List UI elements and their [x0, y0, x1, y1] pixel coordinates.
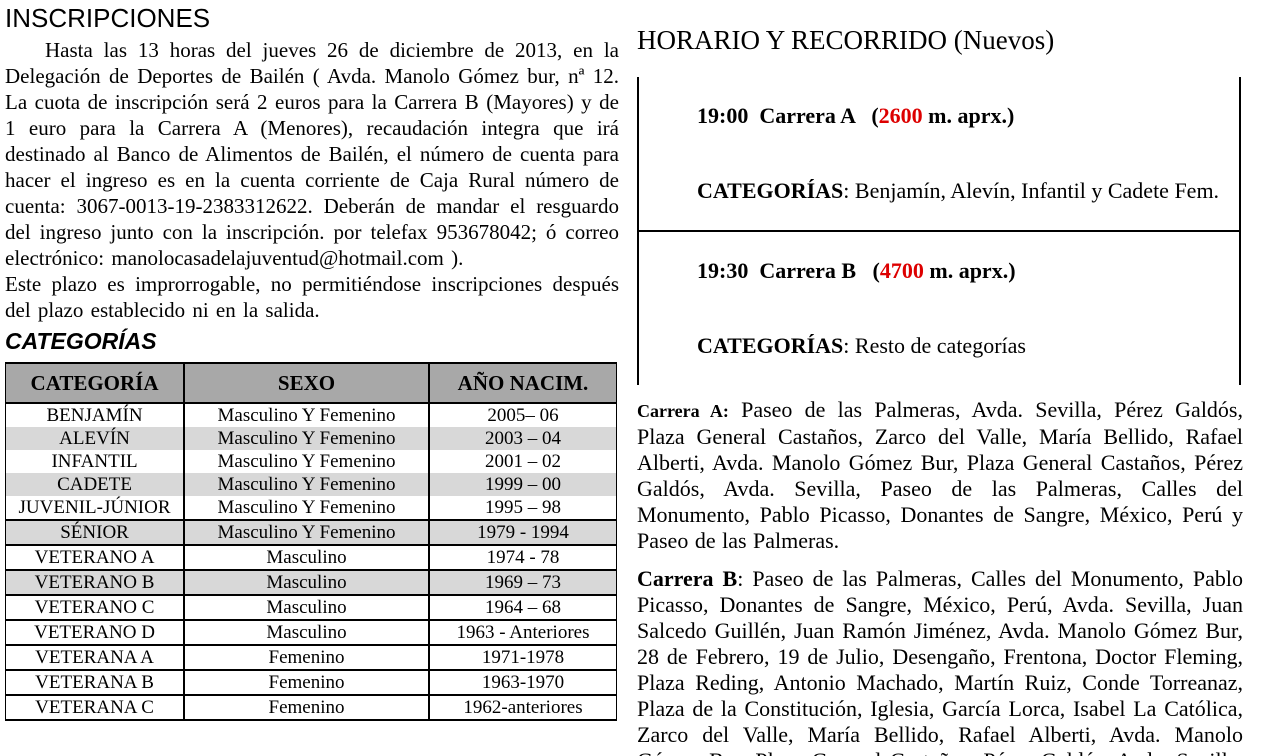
table-cell: CADETE	[5, 473, 186, 496]
schedule-row-carrera-a: 19:00 Carrera A (2600 m. aprx.) CATEGORÍ…	[639, 77, 1239, 232]
table-cell: Femenino	[184, 670, 429, 696]
table-cell: VETERANO C	[5, 595, 186, 621]
table-cell: VETERANO B	[5, 570, 186, 596]
table-header-row: CATEGORÍA SEXO AÑO NACIM.	[5, 362, 617, 404]
table-row: VETERANA B Femenino 1963-1970	[5, 670, 617, 696]
table-cell: Masculino Y Femenino	[184, 427, 429, 450]
table-cell: 1979 - 1994	[427, 519, 617, 546]
schedule-categories-a: CATEGORÍAS: Benjamín, Alevín, Infantil y…	[642, 153, 1235, 228]
table-cell: Masculino	[184, 620, 429, 646]
table-row: VETERANO D Masculino 1963 - Anteriores	[5, 620, 617, 646]
schedule-a-distance: 2600	[878, 103, 923, 128]
col-header-sexo: SEXO	[184, 362, 429, 404]
col-header-categoria: CATEGORÍA	[5, 362, 186, 404]
schedule-a-cat-label: CATEGORÍAS	[697, 178, 844, 203]
route-a-label: Carrera A:	[637, 401, 729, 421]
schedule-b-cat-label: CATEGORÍAS	[697, 333, 844, 358]
table-cell: Femenino	[184, 695, 429, 721]
schedule-b-distance: 4700	[879, 258, 924, 283]
table-row: VETERANO A Masculino 1974 - 78	[5, 545, 617, 571]
table-row: ALEVÍN Masculino Y Femenino 2003 – 04	[5, 427, 617, 450]
table-cell: Masculino Y Femenino	[184, 519, 429, 546]
table-cell: Masculino Y Femenino	[217, 497, 396, 518]
table-cell: 2003 – 04	[427, 427, 617, 450]
col-header-ano-nacim: AÑO NACIM.	[427, 362, 617, 404]
route-a-text: Paseo de las Palmeras, Avda. Sevilla, Pé…	[637, 397, 1243, 553]
table-row: CADETE Masculino Y Femenino 1999 – 00	[5, 473, 617, 496]
left-column: INSCRIPCIONES Hasta las 13 horas del jue…	[0, 0, 624, 756]
right-column: HORARIO Y RECORRIDO (Nuevos) 19:00 Carre…	[637, 0, 1261, 756]
table-cell: 1995 – 98	[427, 496, 617, 520]
table-row: JUVENIL-JÚNIOR Masculino Y Femenino 1995 –…	[5, 496, 617, 520]
schedule-row-carrera-b: 19:30 Carrera B (4700 m. aprx.) CATEGORÍ…	[639, 232, 1239, 385]
table-row: SÉNIOR Masculino Y Femenino 1979 - 1994	[5, 519, 617, 546]
schedule-a-cat-value: : Benjamín, Alevín, Infantil y Cadete Fe…	[843, 178, 1220, 203]
table-row: VETERANA C Femenino 1962-anteriores	[5, 695, 617, 721]
categories-table-body: BENJAMÍN Masculino Y Femenino 2005– 06 ALEV…	[5, 403, 617, 721]
table-cell: SÉNIOR	[5, 519, 186, 546]
table-cell: Masculino	[184, 595, 429, 621]
table-cell: 1974 - 78	[427, 545, 617, 571]
schedule-line-carrera-a: 19:00 Carrera A (2600 m. aprx.)	[642, 78, 1235, 153]
table-cell: Masculino	[184, 545, 429, 571]
table-cell: 1963 - Anteriores	[427, 620, 617, 646]
table-row: VETERANO C Masculino 1964 – 68	[5, 595, 617, 621]
route-b-label: Carrera B	[637, 566, 738, 591]
table-cell: JUVENIL-JÚNIOR	[5, 496, 186, 520]
schedule-box: 19:00 Carrera A (2600 m. aprx.) CATEGORÍ…	[637, 77, 1241, 385]
table-cell: Femenino	[184, 645, 429, 671]
table-row: BENJAMÍN Masculino Y Femenino 2005– 06	[5, 403, 617, 427]
route-b-text: : Paseo de las Palmeras, Calles del Monu…	[637, 566, 1243, 756]
table-cell: 1962-anteriores	[427, 695, 617, 721]
table-cell: 1999 – 00	[427, 473, 617, 496]
table-cell: ALEVÍN	[5, 427, 186, 450]
table-cell: 2001 – 02	[427, 450, 617, 473]
table-cell: INFANTIL	[5, 450, 186, 473]
table-row: VETERANO B Masculino 1969 – 73	[5, 570, 617, 596]
table-cell: Masculino Y Femenino	[184, 473, 429, 496]
inscripciones-title: INSCRIPCIONES	[5, 3, 211, 33]
table-cell: VETERANA B	[5, 670, 186, 696]
schedule-b-prefix: 19:30 Carrera B (	[697, 258, 880, 283]
table-cell: Masculino	[184, 570, 429, 596]
categories-table: CATEGORÍA SEXO AÑO NACIM. BENJAMÍN Mascul…	[5, 362, 617, 721]
plazo-paragraph: Este plazo es improrrogable, no permitié…	[5, 272, 619, 322]
route-carrera-b: Carrera B: Paseo de las Palmeras, Calles…	[637, 566, 1243, 756]
table-row: VETERANA A Femenino 1971-1978	[5, 645, 617, 671]
schedule-b-suffix: m. aprx.)	[923, 258, 1016, 283]
schedule-categories-b: CATEGORÍAS: Resto de categorías	[642, 308, 1235, 383]
table-cell: 2005– 06	[427, 403, 617, 427]
horario-title: HORARIO Y RECORRIDO (Nuevos)	[637, 25, 1055, 55]
table-cell: VETERANA A	[5, 645, 186, 671]
schedule-line-carrera-b: 19:30 Carrera B (4700 m. aprx.)	[642, 233, 1235, 308]
schedule-a-suffix: m. aprx.)	[922, 103, 1015, 128]
categorias-heading: CATEGORÍAS	[5, 328, 157, 354]
table-row: INFANTIL Masculino Y Femenino 2001 – 02	[5, 450, 617, 473]
table-cell: Masculino Y Femenino	[217, 451, 396, 472]
table-cell: 1963-1970	[427, 670, 617, 696]
table-cell: Masculino Y Femenino	[217, 405, 396, 426]
table-cell: BENJAMÍN	[5, 403, 186, 427]
categories-table-head: CATEGORÍA SEXO AÑO NACIM.	[5, 362, 617, 404]
table-cell: VETERANA C	[5, 695, 186, 721]
schedule-a-prefix: 19:00 Carrera A (	[697, 103, 879, 128]
table-cell: VETERANO A	[5, 545, 186, 571]
table-cell: 1969 – 73	[427, 570, 617, 596]
route-carrera-a: Carrera A: Paseo de las Palmeras, Avda. …	[637, 397, 1243, 554]
table-cell: 1964 – 68	[427, 595, 617, 621]
inscripciones-paragraph: Hasta las 13 horas del jueves 26 de dici…	[5, 38, 619, 270]
table-cell: 1971-1978	[427, 645, 617, 671]
schedule-b-cat-value: : Resto de categorías	[843, 333, 1026, 358]
table-cell: VETERANO D	[5, 620, 186, 646]
